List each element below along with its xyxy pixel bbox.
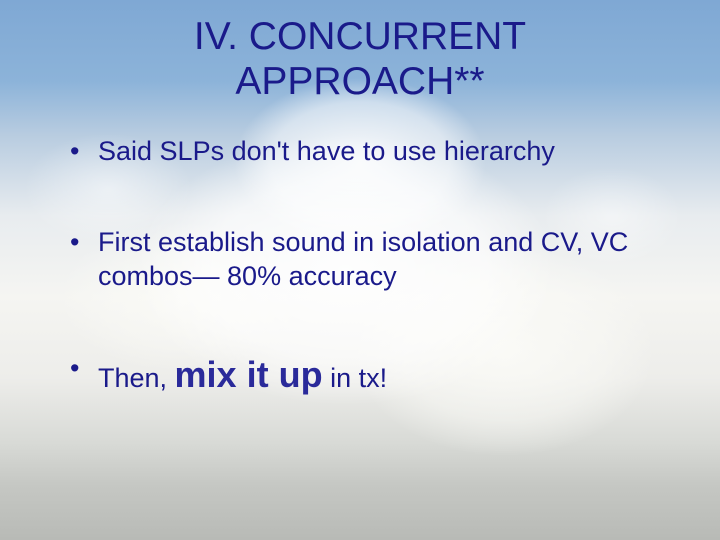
bullet-text: Said SLPs don't have to use hierarchy — [98, 136, 555, 166]
bullet-emphasis: mix it up — [175, 354, 323, 395]
title-line-1: IV. CONCURRENT — [194, 15, 526, 58]
bullet-item: First establish sound in isolation and C… — [70, 226, 680, 294]
bullet-list: Said SLPs don't have to use hierarchy Fi… — [40, 135, 680, 397]
slide-container: IV. CONCURRENT APPROACH** Said SLPs don'… — [0, 0, 720, 540]
bullet-item: Said SLPs don't have to use hierarchy — [70, 135, 680, 169]
bullet-item: Then, mix it up in tx! — [70, 352, 680, 397]
slide-title: IV. CONCURRENT APPROACH** — [40, 15, 680, 105]
bullet-prefix: Then, — [98, 363, 175, 393]
title-line-2: APPROACH** — [235, 60, 484, 103]
bullet-text: First establish sound in isolation and C… — [98, 227, 628, 291]
bullet-suffix: in tx! — [323, 363, 388, 393]
